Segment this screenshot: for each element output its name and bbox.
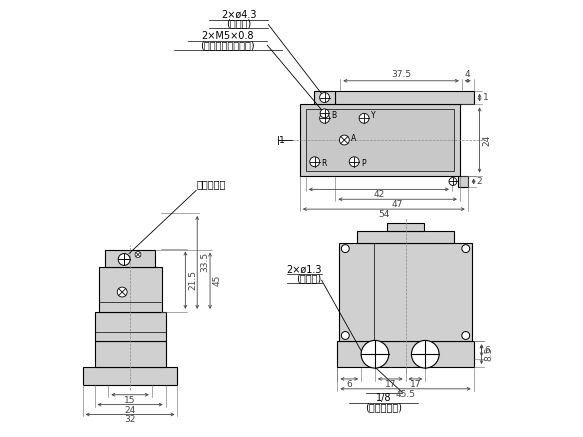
Bar (300, 104, 460, 176)
Bar (83, 367, 177, 385)
Circle shape (342, 332, 349, 340)
Circle shape (462, 245, 470, 253)
Text: 1: 1 (279, 135, 285, 145)
Text: 45.5: 45.5 (395, 390, 416, 399)
Text: 1: 1 (483, 93, 489, 102)
Text: (取付用): (取付用) (226, 18, 251, 28)
Bar (338, 341, 473, 367)
Text: 32: 32 (124, 416, 136, 424)
Text: (パイロットポート): (パイロットポート) (201, 40, 255, 50)
Bar (106, 250, 154, 267)
Text: 2: 2 (477, 177, 482, 186)
Text: 54: 54 (378, 210, 389, 219)
Bar (387, 223, 424, 231)
Text: 2×ø1.3: 2×ø1.3 (286, 264, 322, 274)
Bar (306, 109, 454, 170)
Circle shape (449, 177, 457, 185)
Bar (458, 176, 468, 187)
Text: 21.5: 21.5 (188, 270, 197, 290)
Text: 6: 6 (346, 380, 352, 389)
Text: B: B (332, 111, 336, 120)
Text: 33.5: 33.5 (200, 253, 209, 273)
Text: 2×M5×0.8: 2×M5×0.8 (202, 31, 254, 41)
Circle shape (361, 340, 389, 368)
Text: 15: 15 (124, 396, 136, 405)
Circle shape (135, 252, 141, 257)
Bar (314, 90, 335, 104)
Text: 6: 6 (484, 346, 490, 355)
Circle shape (320, 109, 329, 118)
Text: P: P (361, 159, 366, 168)
Circle shape (310, 157, 319, 166)
Circle shape (462, 332, 470, 340)
Circle shape (412, 340, 439, 368)
Text: 17: 17 (384, 380, 396, 389)
Circle shape (117, 287, 127, 297)
Circle shape (342, 245, 349, 253)
Circle shape (349, 157, 359, 166)
Text: 45: 45 (213, 275, 222, 286)
Text: 37.5: 37.5 (391, 70, 411, 79)
Text: R: R (322, 159, 327, 168)
Text: マニュアル: マニュアル (196, 179, 226, 189)
Text: 24: 24 (483, 135, 491, 146)
Bar (94, 341, 166, 367)
Text: (配管ポート): (配管ポート) (366, 402, 402, 413)
Text: 4: 4 (465, 70, 470, 79)
Text: 17: 17 (410, 380, 421, 389)
Circle shape (319, 93, 329, 103)
Text: A: A (351, 134, 356, 142)
Text: (呼吸穴): (呼吸穴) (296, 273, 322, 283)
Text: 8.5: 8.5 (484, 347, 494, 361)
Text: 47: 47 (392, 200, 403, 209)
Bar (94, 312, 166, 341)
Text: 1/8: 1/8 (376, 393, 392, 403)
Circle shape (319, 113, 329, 123)
Circle shape (339, 135, 349, 145)
Bar (339, 243, 472, 341)
Bar (335, 90, 473, 104)
Circle shape (359, 113, 369, 123)
Text: 42: 42 (373, 191, 385, 199)
Text: 24: 24 (124, 406, 136, 415)
Text: 2×ø4.3: 2×ø4.3 (221, 10, 257, 20)
Bar (357, 231, 454, 243)
Bar (100, 267, 161, 312)
Circle shape (118, 253, 130, 265)
Text: Y: Y (371, 111, 375, 120)
